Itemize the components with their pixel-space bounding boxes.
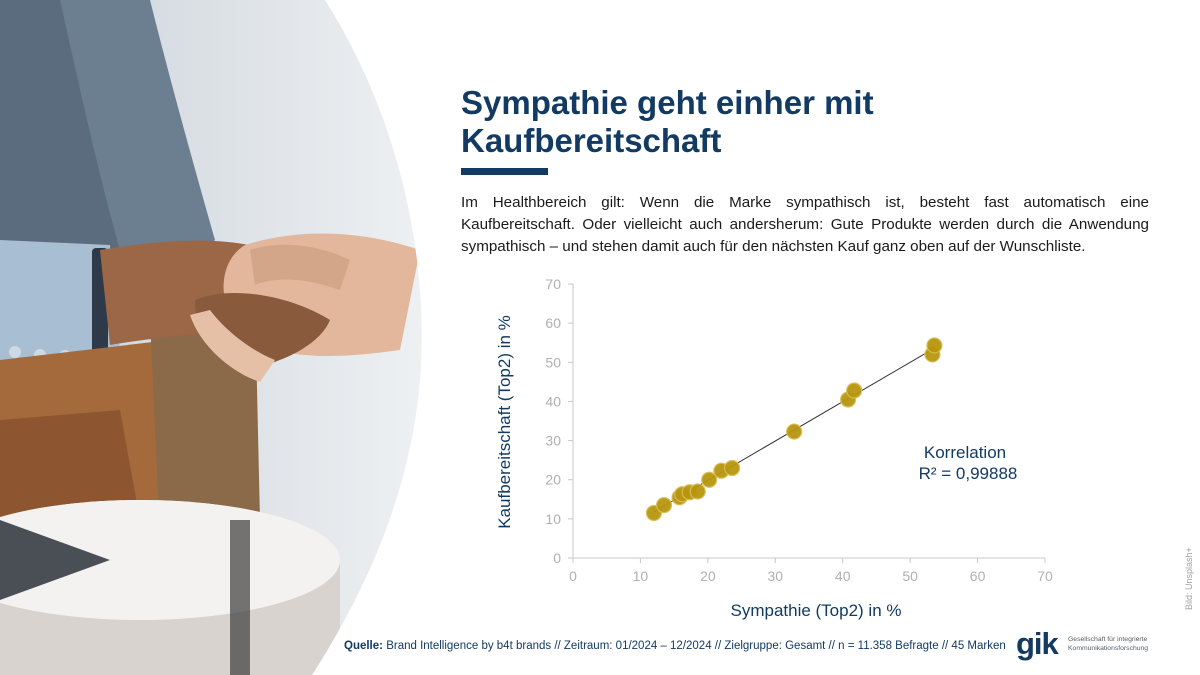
chart-axes	[572, 284, 1045, 559]
logo-subtitle-line-1: Gesellschaft für integrierte	[1068, 636, 1148, 643]
slide-title: Sympathie geht einher mit Kaufbereitscha…	[461, 84, 874, 159]
image-credit: Bild: Unsplash+	[1184, 547, 1194, 610]
x-axis-ticks: 0 10 20 30 40 50 60 70	[569, 558, 1053, 584]
data-point	[846, 382, 863, 399]
data-point	[655, 497, 673, 514]
x-tick-label: 40	[835, 568, 851, 584]
data-point	[926, 337, 943, 354]
correlation-label: Korrelation	[924, 443, 1006, 462]
y-axis-label: Kaufbereitschaft (Top2) in %	[495, 315, 514, 529]
slide-body-text: Im Healthbereich gilt: Wenn die Marke sy…	[461, 194, 1149, 255]
data-point	[701, 471, 718, 488]
scatter-chart: 0 10 20 30 40 50 60 70 0 10 20 30 40 50 60 70 Kaufbere…	[495, 276, 1053, 620]
x-tick-label: 0	[569, 568, 577, 584]
x-tick-label: 20	[700, 568, 716, 584]
data-points	[645, 337, 943, 522]
data-point	[689, 483, 706, 500]
y-tick-label: 30	[545, 433, 561, 449]
x-tick-label: 50	[902, 568, 918, 584]
y-tick-label: 0	[553, 550, 561, 566]
x-tick-label: 60	[970, 568, 986, 584]
logo-subtitle: Gesellschaft für integrierte Kommunikati…	[1068, 636, 1168, 653]
source-note: Quelle: Brand Intelligence by b4t brands…	[344, 640, 1006, 652]
logo-subtitle-line-2: Kommunikationsforschung	[1068, 644, 1149, 652]
source-text: Brand Intelligence by b4t brands // Zeit…	[386, 640, 1006, 652]
source-label: Quelle:	[344, 640, 383, 652]
x-tick-label: 30	[767, 568, 783, 584]
y-tick-label: 10	[545, 511, 561, 527]
handshake-photo	[0, 0, 422, 675]
x-tick-label: 70	[1037, 568, 1053, 584]
y-tick-label: 70	[545, 276, 561, 292]
r-squared-value: R² = 0,99888	[919, 464, 1018, 483]
x-tick-label: 10	[633, 568, 649, 584]
data-point	[724, 459, 741, 477]
y-tick-label: 20	[545, 472, 561, 488]
y-axis-ticks: 0 10 20 30 40 50 60 70	[545, 276, 573, 566]
data-point	[786, 423, 803, 440]
logo-mark: gik	[1016, 626, 1059, 661]
y-tick-label: 60	[545, 315, 561, 331]
y-tick-label: 40	[545, 393, 561, 409]
x-axis-label: Sympathie (Top2) in %	[730, 601, 901, 620]
y-tick-label: 50	[545, 354, 561, 370]
title-underline	[461, 168, 548, 175]
